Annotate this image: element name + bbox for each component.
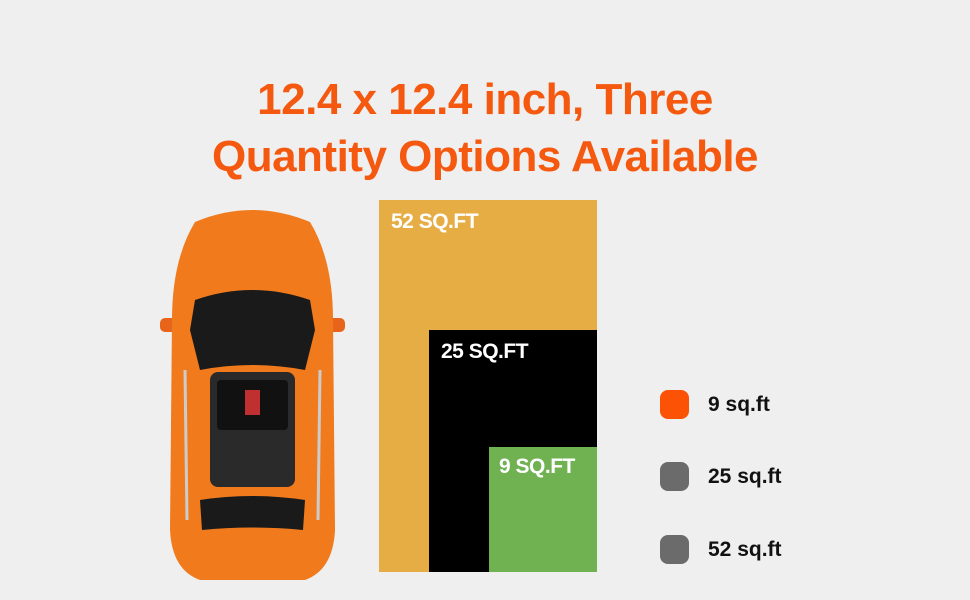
headline-line-1: 12.4 x 12.4 inch, Three — [257, 75, 713, 124]
option-9-sqft: 9 sq.ft — [660, 390, 770, 419]
area-9-sqft: 9 SQ.FT — [489, 447, 597, 572]
area-52-label: 52 SQ.FT — [391, 210, 479, 233]
option-52-sqft: 52 sq.ft — [660, 535, 782, 564]
option-25-sqft: 25 sq.ft — [660, 462, 782, 491]
headline-line-2: Quantity Options Available — [211, 132, 759, 181]
area-25-label: 25 SQ.FT — [441, 340, 529, 363]
option-label: 52 sq.ft — [708, 537, 782, 561]
option-label: 25 sq.ft — [708, 464, 782, 488]
swatch-icon — [660, 462, 689, 491]
selected-swatch-icon — [660, 390, 689, 419]
option-label: 9 sq.ft — [708, 392, 770, 416]
area-9-label: 9 SQ.FT — [499, 455, 575, 478]
orange-suv-top-view-image — [160, 210, 345, 580]
swatch-icon — [660, 535, 689, 564]
